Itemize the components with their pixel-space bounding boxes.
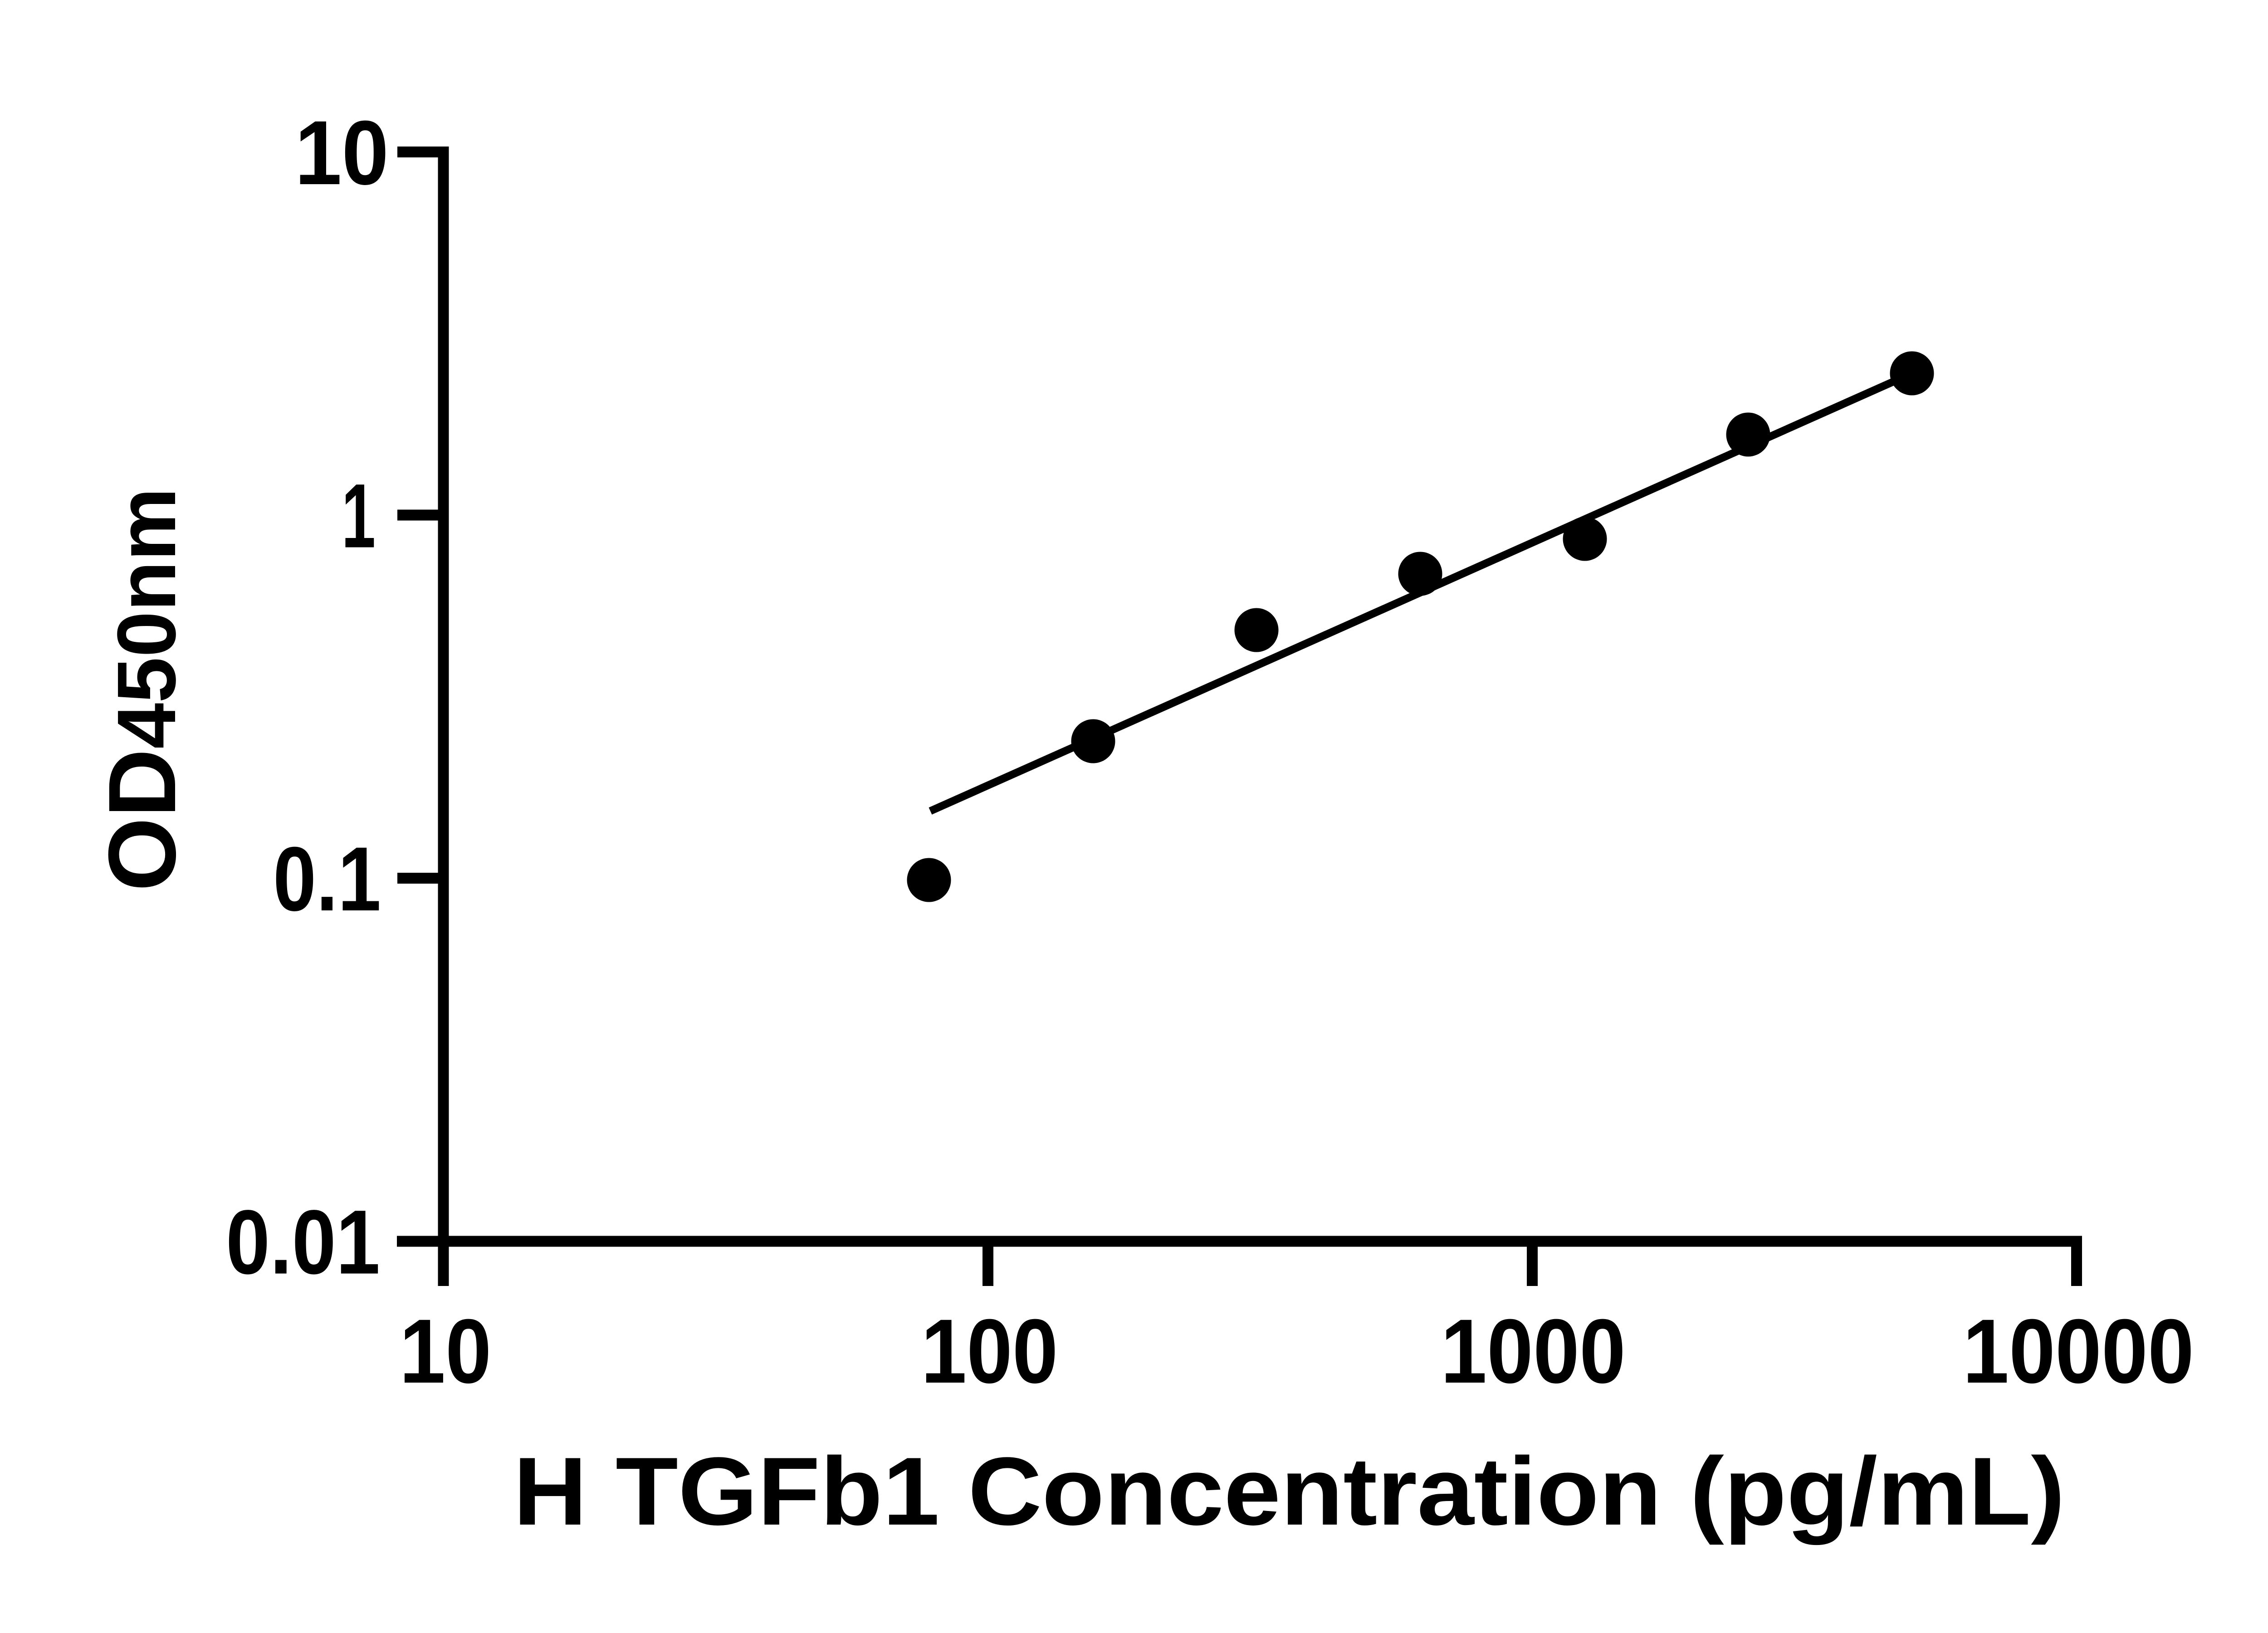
svg-text:OD450nm: OD450nm <box>88 488 196 891</box>
svg-text:100: 100 <box>921 1300 1058 1402</box>
svg-text:1000: 1000 <box>1441 1300 1626 1402</box>
svg-text:10: 10 <box>295 102 389 204</box>
svg-text:1: 1 <box>342 465 376 567</box>
svg-text:H TGFb1 Concentration (pg/mL): H TGFb1 Concentration (pg/mL) <box>513 1437 2065 1545</box>
svg-text:0.1: 0.1 <box>273 828 381 930</box>
svg-text:10000: 10000 <box>1963 1300 2194 1402</box>
svg-text:10: 10 <box>400 1300 492 1402</box>
svg-text:0.01: 0.01 <box>226 1191 380 1293</box>
